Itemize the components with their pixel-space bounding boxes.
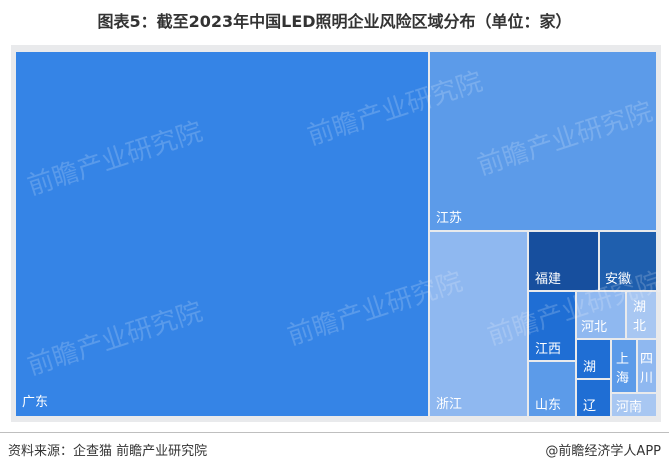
treemap-rect-anhui xyxy=(600,232,656,290)
treemap-label-guangdong: 广东 xyxy=(22,395,48,410)
treemap-cell-anhui: 安徽 xyxy=(600,232,656,290)
treemap-label-henan: 河南 xyxy=(616,399,642,415)
treemap-label-anhui: 安徽 xyxy=(605,272,631,287)
treemap-cell-zhejiang: 浙江 xyxy=(430,232,527,416)
treemap-cell-henan: 河南 xyxy=(612,394,656,416)
treemap-label-sichuan: 四川 xyxy=(640,352,653,386)
treemap-label-jiangsu: 江苏 xyxy=(436,210,462,226)
treemap-cell-shanghai: 上海 xyxy=(612,340,636,392)
treemap-cell-guangdong: 广东 xyxy=(16,52,428,416)
treemap-cell-jiangsu: 江苏 xyxy=(430,52,656,230)
treemap-rect-zhejiang xyxy=(430,232,527,416)
treemap-label-jiangxi: 江西 xyxy=(535,342,561,357)
treemap-rect-henan xyxy=(612,394,656,416)
brand-credit: @前瞻经济学人APP xyxy=(545,444,661,459)
treemap-chart: 广东江苏浙江福建 安徽江西河北湖北湖上海四川山东辽河南前瞻产业研究院前瞻产业研究院… xyxy=(16,52,661,416)
treemap-cell-liaoning: 辽 xyxy=(577,380,610,416)
treemap-rect-fujian xyxy=(529,232,598,290)
treemap-label-zhejiang: 浙江 xyxy=(436,397,462,412)
treemap-label-hebei: 河北 xyxy=(581,320,607,335)
treemap-cell-sichuan: 四川 xyxy=(638,340,656,392)
footer-divider xyxy=(0,432,669,433)
treemap-cell-jiangxi: 江西 xyxy=(529,292,575,360)
treemap-rect-shanghai xyxy=(612,340,636,392)
treemap-label-shandong: 山东 xyxy=(535,398,561,413)
treemap-rect-liaoning xyxy=(577,380,610,416)
chart-title: 图表5：截至2023年中国LED照明企业风险区域分布（单位：家） xyxy=(97,12,572,31)
treemap-rect-hunan xyxy=(577,340,610,378)
treemap-rect-hubei xyxy=(627,292,656,338)
treemap-label-hunan: 湖 xyxy=(583,360,596,375)
treemap-rect-jiangxi xyxy=(529,292,575,360)
treemap-frame: 广东 江苏 浙江 福建 安徽 江西 河北 湖北湖上海 四川 山东辽河南 前瞻产业研究院 前瞻产业研究院… xyxy=(11,45,661,422)
treemap-label-fujian: 福建 xyxy=(535,272,561,287)
treemap-cell-shandong: 山东 xyxy=(529,362,575,416)
source-note: 资料来源：企查猫 前瞻产业研究院 xyxy=(8,444,208,459)
treemap-rect-hebei xyxy=(577,292,625,338)
treemap-rect-jiangsu xyxy=(430,52,656,230)
treemap-cell-hunan: 湖 xyxy=(577,340,610,378)
treemap-rect-shandong xyxy=(529,362,575,416)
treemap-label-hubei: 湖北 xyxy=(633,300,646,334)
treemap-label-liaoning: 辽 xyxy=(583,399,596,414)
treemap-cell-hubei: 湖北 xyxy=(627,292,656,338)
treemap-rect-sichuan xyxy=(638,340,656,392)
treemap-rect-guangdong xyxy=(16,52,428,416)
treemap-cell-hebei: 河北 xyxy=(577,292,625,338)
treemap-label-shanghai: 上海 xyxy=(616,352,629,386)
treemap-cell-fujian: 福建 xyxy=(529,232,598,290)
